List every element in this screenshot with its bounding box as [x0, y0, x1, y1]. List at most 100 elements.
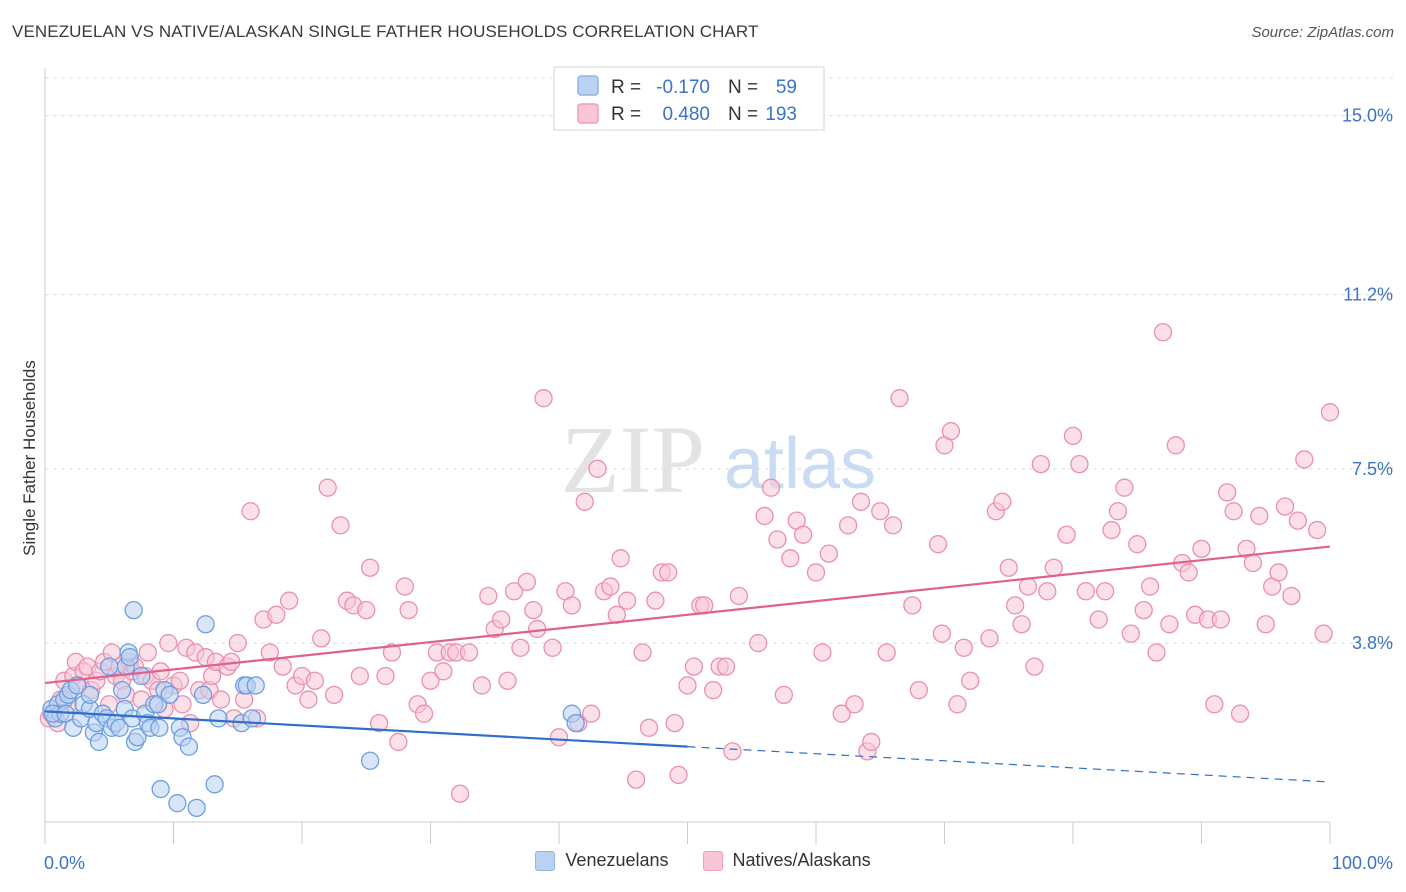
natives-alaskans-point — [1134, 600, 1153, 620]
natives-alaskans-point — [534, 389, 553, 408]
legend-item-venezuelans[interactable]: Venezuelans — [535, 850, 669, 871]
natives-alaskans-point — [806, 563, 826, 582]
natives-alaskans-point — [716, 657, 736, 676]
natives-alaskans-point — [1147, 643, 1166, 662]
natives-alaskans-point — [909, 681, 928, 700]
natives-alaskans-point — [993, 492, 1012, 511]
natives-alaskans-point — [1012, 615, 1031, 634]
natives-alaskans-point — [360, 558, 380, 577]
natives-alaskans-point — [241, 502, 260, 521]
natives-alaskans-point — [761, 478, 781, 497]
natives-alaskans-point — [851, 492, 871, 511]
natives-alaskans-point — [617, 591, 637, 610]
natives-alaskans-point — [273, 657, 292, 676]
natives-alaskans-point — [421, 671, 440, 690]
y-tick-label: 3.8% — [1352, 633, 1393, 653]
natives-alaskans-point — [1076, 582, 1095, 601]
natives-alaskans-point — [1108, 502, 1128, 521]
series-legend: Venezuelans Natives/Alaskans — [0, 850, 1406, 871]
correlation-legend: R = -0.170 N = 59 R = 0.480 N = 193 — [553, 66, 825, 131]
natives-alaskans-point — [459, 643, 479, 662]
venezuelans-point — [110, 718, 129, 737]
venezuelans-point — [100, 657, 119, 676]
natives-alaskans-point — [331, 516, 350, 535]
natives-alaskans-point — [581, 704, 601, 723]
natives-alaskans-point — [472, 676, 492, 695]
axes — [44, 68, 1331, 844]
natives-alaskans-point — [395, 577, 414, 596]
natives-alaskans-point — [528, 619, 547, 639]
natives-alaskans-point — [279, 591, 299, 610]
natives-alaskans-point — [312, 629, 331, 648]
natives-alaskans-point — [1140, 577, 1160, 596]
natives-alaskans-point — [228, 633, 247, 653]
venezuelans-point — [187, 798, 206, 818]
natives-trend-line — [44, 545, 1331, 685]
source-label: Source: ZipAtlas.com — [1251, 24, 1394, 41]
natives-alaskans-point — [575, 492, 594, 511]
legend-label-natives: Natives/Alaskans — [732, 850, 871, 870]
venezuelans-point — [89, 732, 109, 752]
y-tick-label: 11.2% — [1343, 285, 1393, 305]
venezuelans-point — [160, 685, 179, 705]
natives-alaskans-point — [749, 633, 768, 653]
legend-box — [553, 66, 825, 131]
chart-title: VENEZUELAN VS NATIVE/ALASKAN SINGLE FATH… — [12, 22, 759, 41]
natives-alaskans-point — [1308, 520, 1327, 540]
legend-r-value-venezuelans: -0.170 — [656, 77, 710, 98]
venezuelans-point — [360, 751, 380, 770]
natives-alaskans-point — [723, 742, 742, 761]
natives-alaskans-point — [774, 685, 794, 705]
natives-alaskans-point — [1070, 454, 1089, 474]
venezuelans-point — [151, 779, 170, 799]
natives-alaskans-point — [1031, 454, 1051, 474]
venezuelans-point — [179, 737, 199, 756]
natives-alaskans-point — [877, 643, 896, 662]
natives-alaskans-point — [999, 558, 1018, 577]
legend-swatch-natives — [577, 103, 599, 124]
natives-alaskans-point — [479, 586, 498, 606]
venezuelans-trend-extension — [687, 746, 1331, 783]
natives-alaskans-point — [1295, 450, 1314, 469]
natives-alaskans-point — [639, 718, 659, 737]
natives-alaskans-point — [1179, 563, 1198, 582]
natives-alaskans-point — [1205, 695, 1224, 714]
legend-swatch-venezuelans — [577, 75, 599, 96]
venezuelans-point — [112, 681, 132, 700]
venezuelans-point — [132, 666, 151, 686]
natives-alaskans-point — [1218, 483, 1237, 502]
natives-alaskans-point — [813, 643, 832, 662]
natives-alaskans-point — [511, 638, 530, 657]
legend-r-value-natives: 0.480 — [662, 104, 710, 125]
natives-alaskans-point — [684, 657, 704, 676]
natives-alaskans-point — [961, 671, 980, 690]
natives-alaskans-point — [1269, 563, 1288, 582]
natives-alaskans-point — [588, 459, 607, 478]
natives-alaskans-point — [170, 671, 190, 690]
natives-alaskans-point — [1102, 520, 1121, 540]
natives-alaskans-point — [794, 525, 813, 544]
venezuelans-point — [120, 648, 139, 667]
legend-n-value-venezuelans: 59 — [776, 77, 797, 98]
watermark: ZIP atlas — [561, 406, 876, 513]
natives-alaskans-point — [1006, 596, 1025, 615]
natives-alaskans-point — [932, 624, 952, 643]
natives-alaskans-point — [980, 629, 999, 648]
natives-alaskans-point — [382, 643, 402, 662]
natives-alaskans-point — [260, 643, 280, 662]
natives-alaskans-point — [1089, 610, 1108, 629]
natives-alaskans-point — [626, 770, 646, 789]
venezuelans-point — [168, 794, 187, 813]
natives-alaskans-point — [883, 516, 903, 535]
natives-alaskans-point — [755, 506, 774, 526]
natives-alaskans-point — [399, 600, 418, 620]
natives-alaskans-point — [601, 577, 620, 596]
natives-alaskans-point — [633, 643, 652, 662]
natives-alaskans-point — [1282, 586, 1301, 606]
natives-alaskans-point — [324, 685, 344, 705]
natives-alaskans-point — [524, 600, 543, 620]
venezuelans-point — [566, 713, 585, 733]
natives-alaskans-point — [838, 516, 858, 535]
legend-item-natives[interactable]: Natives/Alaskans — [702, 850, 871, 871]
natives-alaskans-point — [729, 586, 749, 606]
